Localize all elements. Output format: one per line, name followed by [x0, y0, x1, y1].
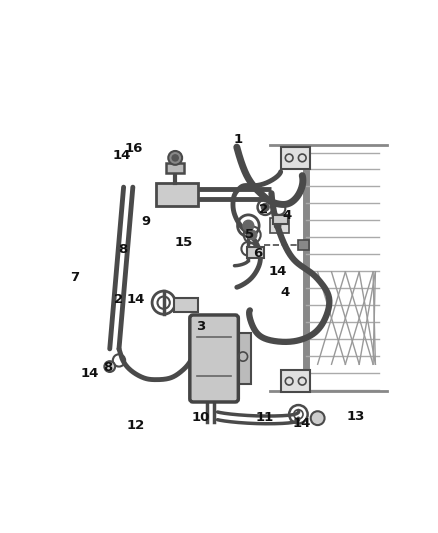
Text: 9: 9 [141, 215, 151, 229]
Text: 13: 13 [347, 409, 365, 423]
Circle shape [247, 230, 257, 239]
Bar [166, 163, 184, 173]
Text: 14: 14 [293, 417, 311, 430]
Circle shape [261, 203, 269, 211]
Text: 4: 4 [282, 209, 292, 222]
Text: 2: 2 [114, 294, 123, 306]
Text: 11: 11 [255, 411, 273, 424]
Text: 8: 8 [119, 243, 128, 256]
Circle shape [104, 361, 115, 372]
Bar [156, 183, 198, 206]
Text: 5: 5 [245, 228, 254, 241]
Bar [234, 334, 251, 384]
Text: 15: 15 [175, 237, 193, 249]
Text: 6: 6 [254, 247, 263, 260]
Circle shape [168, 151, 182, 165]
Bar [270, 218, 289, 233]
Text: 14: 14 [268, 265, 287, 278]
Bar [298, 240, 309, 249]
Text: 2: 2 [259, 203, 268, 216]
Circle shape [311, 411, 325, 425]
Text: 14: 14 [81, 367, 99, 381]
FancyBboxPatch shape [190, 315, 238, 402]
Text: 10: 10 [192, 411, 210, 424]
Text: 12: 12 [127, 418, 145, 432]
Bar [173, 298, 198, 312]
Bar [273, 215, 288, 224]
Bar [281, 147, 310, 168]
Text: 16: 16 [125, 142, 143, 155]
Text: 8: 8 [103, 361, 113, 374]
Text: 3: 3 [196, 320, 205, 333]
Bar [247, 247, 264, 258]
Text: 7: 7 [70, 271, 79, 284]
Circle shape [243, 220, 254, 231]
Text: 4: 4 [281, 286, 290, 300]
Bar [281, 370, 310, 392]
Text: 1: 1 [233, 133, 243, 147]
Circle shape [172, 155, 178, 161]
Text: 14: 14 [127, 293, 145, 306]
Text: 14: 14 [113, 149, 131, 161]
